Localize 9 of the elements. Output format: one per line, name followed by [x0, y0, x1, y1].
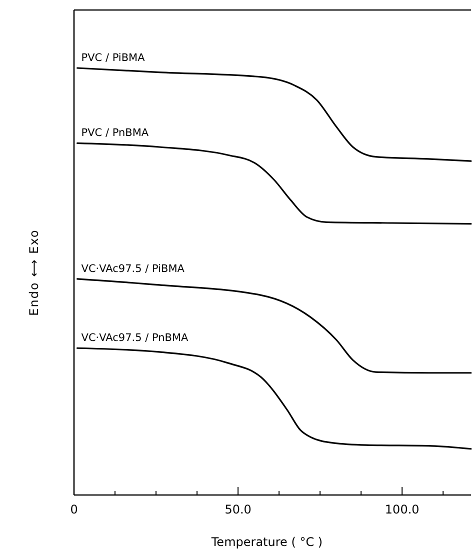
- series-label: VC·VAc97.5 / PiBMA: [81, 262, 186, 275]
- y-axis-title: Endo ⟷ Exo: [27, 229, 41, 316]
- series-label: PVC / PiBMA: [81, 52, 146, 64]
- x-tick-label: 50.0: [224, 502, 252, 517]
- x-tick-label: 0: [70, 502, 78, 517]
- series-label: PVC / PnBMA: [81, 127, 150, 140]
- x-axis-title: Temperature ( °C ): [210, 535, 323, 549]
- series-label: VC·VAc97.5 / PnBMA: [81, 332, 190, 344]
- x-tick-label: 100.0: [384, 502, 420, 517]
